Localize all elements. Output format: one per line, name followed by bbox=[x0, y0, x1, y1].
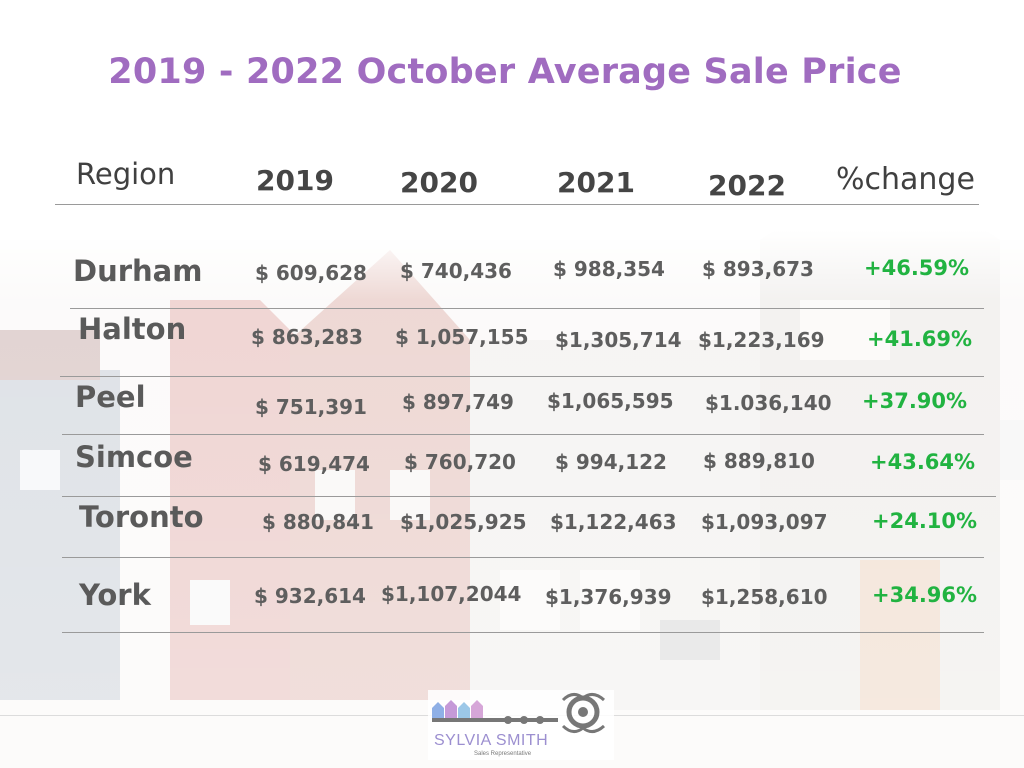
sylvia-smith-logo: SYLVIA SMITH Sales Representative bbox=[428, 690, 614, 760]
table-cell: $1,122,463 bbox=[550, 510, 677, 534]
table-cell: $ 1,057,155 bbox=[395, 325, 529, 349]
table-cell: $1,025,925 bbox=[400, 510, 527, 534]
row-divider bbox=[70, 308, 984, 309]
header-divider bbox=[55, 204, 979, 205]
table-cell: $1.036,140 bbox=[705, 391, 832, 415]
table-cell: $ 760,720 bbox=[404, 450, 516, 474]
header-2021: 2021 bbox=[557, 166, 635, 199]
change-value: +46.59% bbox=[864, 256, 970, 280]
row-region-simcoe: Simcoe bbox=[75, 440, 193, 474]
table-cell: $1,305,714 bbox=[555, 328, 682, 352]
header-2019: 2019 bbox=[256, 164, 334, 197]
header-2020: 2020 bbox=[400, 166, 478, 199]
table-cell: $ 988,354 bbox=[553, 257, 665, 281]
table-cell: $ 740,436 bbox=[400, 259, 512, 283]
change-value: +24.10% bbox=[872, 509, 978, 533]
table-cell: $ 880,841 bbox=[262, 510, 374, 534]
logo-subtitle: Sales Representative bbox=[474, 751, 532, 757]
row-divider bbox=[62, 434, 984, 435]
table-cell: $ 619,474 bbox=[258, 452, 370, 476]
table-cell: $1,093,097 bbox=[701, 510, 828, 534]
header-change: %change bbox=[836, 162, 975, 197]
table-cell: $ 889,810 bbox=[703, 449, 815, 473]
change-value: +41.69% bbox=[867, 327, 973, 351]
table-cell: $ 893,673 bbox=[702, 257, 814, 281]
table-cell: $1,258,610 bbox=[701, 585, 828, 609]
change-value: +34.96% bbox=[872, 583, 978, 607]
logo-name: SYLVIA SMITH bbox=[434, 732, 549, 749]
row-divider bbox=[62, 496, 996, 497]
row-divider bbox=[60, 376, 984, 377]
row-divider bbox=[62, 557, 984, 558]
row-region-durham: Durham bbox=[73, 254, 203, 288]
header-2022: 2022 bbox=[708, 169, 786, 202]
table-cell: $ 994,122 bbox=[555, 450, 667, 474]
change-value: +43.64% bbox=[870, 450, 976, 474]
row-region-york: York bbox=[79, 578, 151, 612]
change-value: +37.90% bbox=[862, 389, 968, 413]
house-key-icon bbox=[432, 693, 606, 733]
table-cell: $ 932,614 bbox=[254, 584, 366, 608]
table-cell: $ 751,391 bbox=[255, 395, 367, 419]
table-cell: $ 897,749 bbox=[402, 390, 514, 414]
row-region-halton: Halton bbox=[78, 312, 187, 346]
page-title: 2019 - 2022 October Average Sale Price bbox=[108, 52, 902, 92]
table-cell: $1,107,2044 bbox=[381, 582, 522, 606]
table-cell: $1,065,595 bbox=[547, 389, 674, 413]
row-region-toronto: Toronto bbox=[79, 500, 204, 534]
header-region: Region bbox=[76, 157, 176, 191]
row-divider bbox=[62, 632, 984, 633]
table-cell: $ 609,628 bbox=[255, 261, 367, 285]
row-region-peel: Peel bbox=[75, 380, 146, 414]
table-cell: $1,376,939 bbox=[545, 585, 672, 609]
table-cell: $ 863,283 bbox=[251, 325, 363, 349]
table-cell: $1,223,169 bbox=[698, 328, 825, 352]
